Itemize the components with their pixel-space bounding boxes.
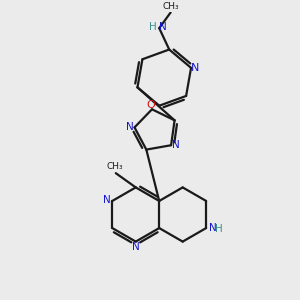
Text: N: N <box>125 122 133 132</box>
Text: CH₃: CH₃ <box>162 2 179 11</box>
Text: H: H <box>215 224 223 235</box>
Text: N: N <box>132 242 140 252</box>
Text: O: O <box>146 100 155 110</box>
Text: N: N <box>159 22 167 32</box>
Text: CH₃: CH₃ <box>107 162 124 171</box>
Text: N: N <box>172 140 180 150</box>
Text: N: N <box>191 63 200 73</box>
Text: N: N <box>208 223 216 233</box>
Text: H: H <box>149 22 157 32</box>
Text: N: N <box>103 195 111 206</box>
